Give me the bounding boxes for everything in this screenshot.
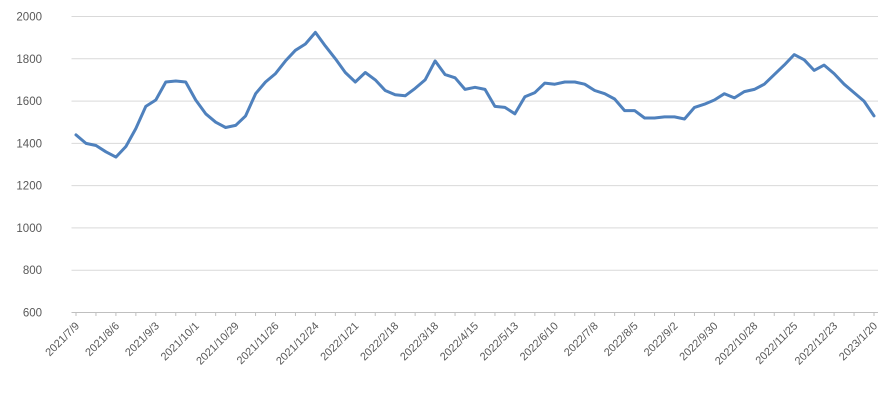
x-tick-label: 2022/8/5	[602, 320, 641, 359]
x-tick-label: 2021/7/9	[43, 320, 82, 359]
x-tick-label: 2022/12/23	[793, 320, 840, 367]
x-tick-label: 2021/8/6	[83, 320, 122, 359]
x-tick-label: 2022/2/18	[358, 320, 401, 363]
x-tick-label: 2021/10/29	[194, 320, 241, 367]
x-tick-label: 2022/4/15	[438, 320, 481, 363]
y-gridlines	[71, 16, 878, 271]
y-tick-label-1000: 1000	[16, 223, 42, 235]
y-axis-labels: 600 800 1000 1200 1400 1600 1800 2000	[16, 12, 42, 320]
x-tick-label: 2022/7/8	[562, 320, 601, 359]
x-axis-labels: 2021/7/9 2021/8/6 2021/9/32021/10/12021/10…	[43, 320, 880, 367]
x-tick-label: 2022/3/18	[398, 320, 441, 363]
x-tick-label: 2022/5/13	[478, 320, 521, 363]
x-tick-label: 2023/1/20	[837, 320, 880, 363]
y-tick-label-1200: 1200	[16, 181, 42, 193]
x-tick-label: 2021/9/3	[123, 320, 162, 359]
series-line	[74, 30, 876, 159]
y-tick-label-2000: 2000	[16, 12, 42, 24]
x-axis-ticks	[75, 312, 875, 316]
y-tick-label-800: 800	[23, 265, 42, 277]
x-tick-label: 2021/12/24	[274, 320, 321, 367]
x-tick-label: 2022/1/21	[318, 320, 361, 363]
x-tick-label: 2022/9/2	[642, 320, 681, 359]
y-tick-label-600: 600	[23, 308, 42, 320]
y-tick-label-1600: 1600	[16, 96, 42, 108]
x-tick-label: 2022/6/10	[518, 320, 561, 363]
y-tick-label-1800: 1800	[16, 54, 42, 66]
x-tick-label: 2022/10/28	[713, 320, 760, 367]
y-tick-label-1400: 1400	[16, 138, 42, 150]
